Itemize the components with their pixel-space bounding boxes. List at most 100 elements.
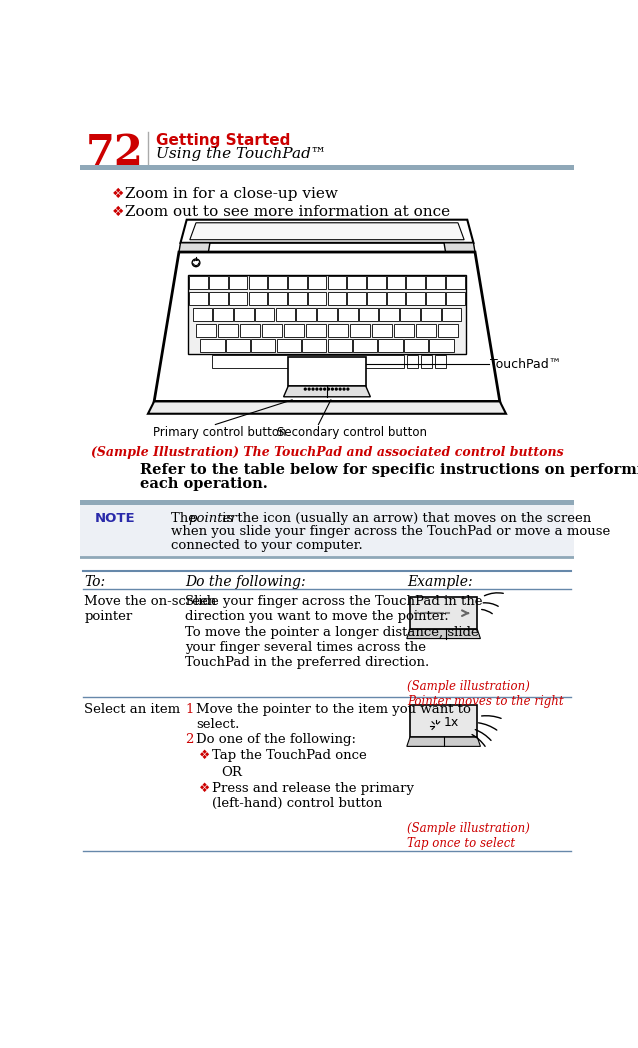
Bar xyxy=(327,276,346,289)
Circle shape xyxy=(308,388,310,390)
Bar xyxy=(255,307,274,321)
Bar xyxy=(229,292,248,305)
Circle shape xyxy=(347,388,349,390)
Polygon shape xyxy=(181,220,473,243)
Text: 1: 1 xyxy=(185,703,193,716)
Bar xyxy=(420,355,431,368)
Text: each operation.: each operation. xyxy=(140,477,268,490)
Bar xyxy=(350,324,371,336)
Polygon shape xyxy=(407,737,480,746)
Circle shape xyxy=(323,388,325,390)
Text: NOTE: NOTE xyxy=(95,511,136,525)
Bar xyxy=(297,307,316,321)
Bar xyxy=(378,340,403,352)
Text: when you slide your finger across the TouchPad or move a mouse: when you slide your finger across the To… xyxy=(171,525,611,539)
Text: To move the pointer a longer distance, slide
your finger several times across th: To move the pointer a longer distance, s… xyxy=(185,627,479,670)
Polygon shape xyxy=(444,243,475,252)
Bar xyxy=(347,292,366,305)
Bar xyxy=(189,292,208,305)
Text: Zoom in for a close-up view: Zoom in for a close-up view xyxy=(124,188,338,201)
Bar xyxy=(306,324,327,336)
Text: The: The xyxy=(171,511,200,525)
Text: Do the following:: Do the following: xyxy=(185,575,306,589)
Text: is the icon (usually an arrow) that moves on the screen: is the icon (usually an arrow) that move… xyxy=(218,511,591,525)
Bar xyxy=(394,324,414,336)
Bar xyxy=(302,340,327,352)
Polygon shape xyxy=(407,630,480,638)
Bar xyxy=(288,276,307,289)
Bar xyxy=(209,276,228,289)
Bar xyxy=(434,355,445,368)
Text: Press and release the primary
(left-hand) control button: Press and release the primary (left-hand… xyxy=(212,782,413,810)
Text: TouchPad™: TouchPad™ xyxy=(491,358,561,371)
Text: ❖: ❖ xyxy=(199,749,211,763)
Bar xyxy=(209,292,228,305)
Text: ❖: ❖ xyxy=(112,188,125,201)
Bar xyxy=(308,276,327,289)
Text: (Sample illustration)
Pointer moves to the right: (Sample illustration) Pointer moves to t… xyxy=(407,680,563,708)
Bar xyxy=(446,292,464,305)
Bar xyxy=(426,276,445,289)
Circle shape xyxy=(336,388,338,390)
Bar xyxy=(218,324,239,336)
Text: Move the pointer to the item you want to
select.: Move the pointer to the item you want to… xyxy=(196,703,471,732)
Text: Getting Started: Getting Started xyxy=(156,133,290,149)
Bar xyxy=(387,276,405,289)
Bar xyxy=(189,276,208,289)
Circle shape xyxy=(312,388,314,390)
Bar xyxy=(80,500,574,505)
Bar xyxy=(212,355,404,368)
Bar xyxy=(406,276,425,289)
Bar xyxy=(371,324,392,336)
Text: 72: 72 xyxy=(86,132,144,174)
Bar xyxy=(80,165,574,171)
Text: Do one of the following:: Do one of the following: xyxy=(196,733,356,745)
Bar xyxy=(249,276,267,289)
Bar xyxy=(410,597,477,630)
Text: Slide your finger across the TouchPad in the
direction you want to move the poin: Slide your finger across the TouchPad in… xyxy=(185,595,483,624)
Bar xyxy=(229,276,248,289)
Bar xyxy=(442,307,461,321)
Text: Using the TouchPad™: Using the TouchPad™ xyxy=(156,148,326,161)
Bar xyxy=(438,324,458,336)
Bar xyxy=(317,307,337,321)
Circle shape xyxy=(316,388,318,390)
Text: Secondary control button: Secondary control button xyxy=(278,427,427,439)
Bar xyxy=(410,705,477,737)
Circle shape xyxy=(332,388,333,390)
Bar xyxy=(200,340,225,352)
Bar xyxy=(269,292,287,305)
Text: To:: To: xyxy=(84,575,105,589)
Bar xyxy=(251,340,276,352)
Polygon shape xyxy=(179,243,210,252)
Bar xyxy=(380,307,399,321)
Circle shape xyxy=(343,388,345,390)
Bar xyxy=(262,324,283,336)
Bar xyxy=(353,340,377,352)
Polygon shape xyxy=(148,401,506,414)
Circle shape xyxy=(327,388,329,390)
Text: Tap the TouchPad once: Tap the TouchPad once xyxy=(212,749,366,763)
Text: Select an item: Select an item xyxy=(84,703,181,716)
Bar xyxy=(406,292,425,305)
Bar xyxy=(426,292,445,305)
Bar xyxy=(277,340,301,352)
Bar xyxy=(308,292,327,305)
Text: Example:: Example: xyxy=(407,575,472,589)
Bar xyxy=(407,355,418,368)
Bar xyxy=(347,276,366,289)
Text: Refer to the table below for specific instructions on performing: Refer to the table below for specific in… xyxy=(140,463,638,477)
Polygon shape xyxy=(189,223,464,240)
Text: connected to your computer.: connected to your computer. xyxy=(171,540,363,552)
Circle shape xyxy=(320,388,322,390)
Bar xyxy=(338,307,357,321)
Bar xyxy=(429,340,454,352)
Bar xyxy=(387,292,405,305)
Text: ❖: ❖ xyxy=(112,205,125,219)
Text: (Sample illustration)
Tap once to select: (Sample illustration) Tap once to select xyxy=(407,822,530,850)
Bar xyxy=(327,340,352,352)
Bar xyxy=(327,324,348,336)
Text: ❖: ❖ xyxy=(199,782,211,794)
Text: Move the on-screen
pointer: Move the on-screen pointer xyxy=(84,595,217,624)
Bar xyxy=(276,307,295,321)
